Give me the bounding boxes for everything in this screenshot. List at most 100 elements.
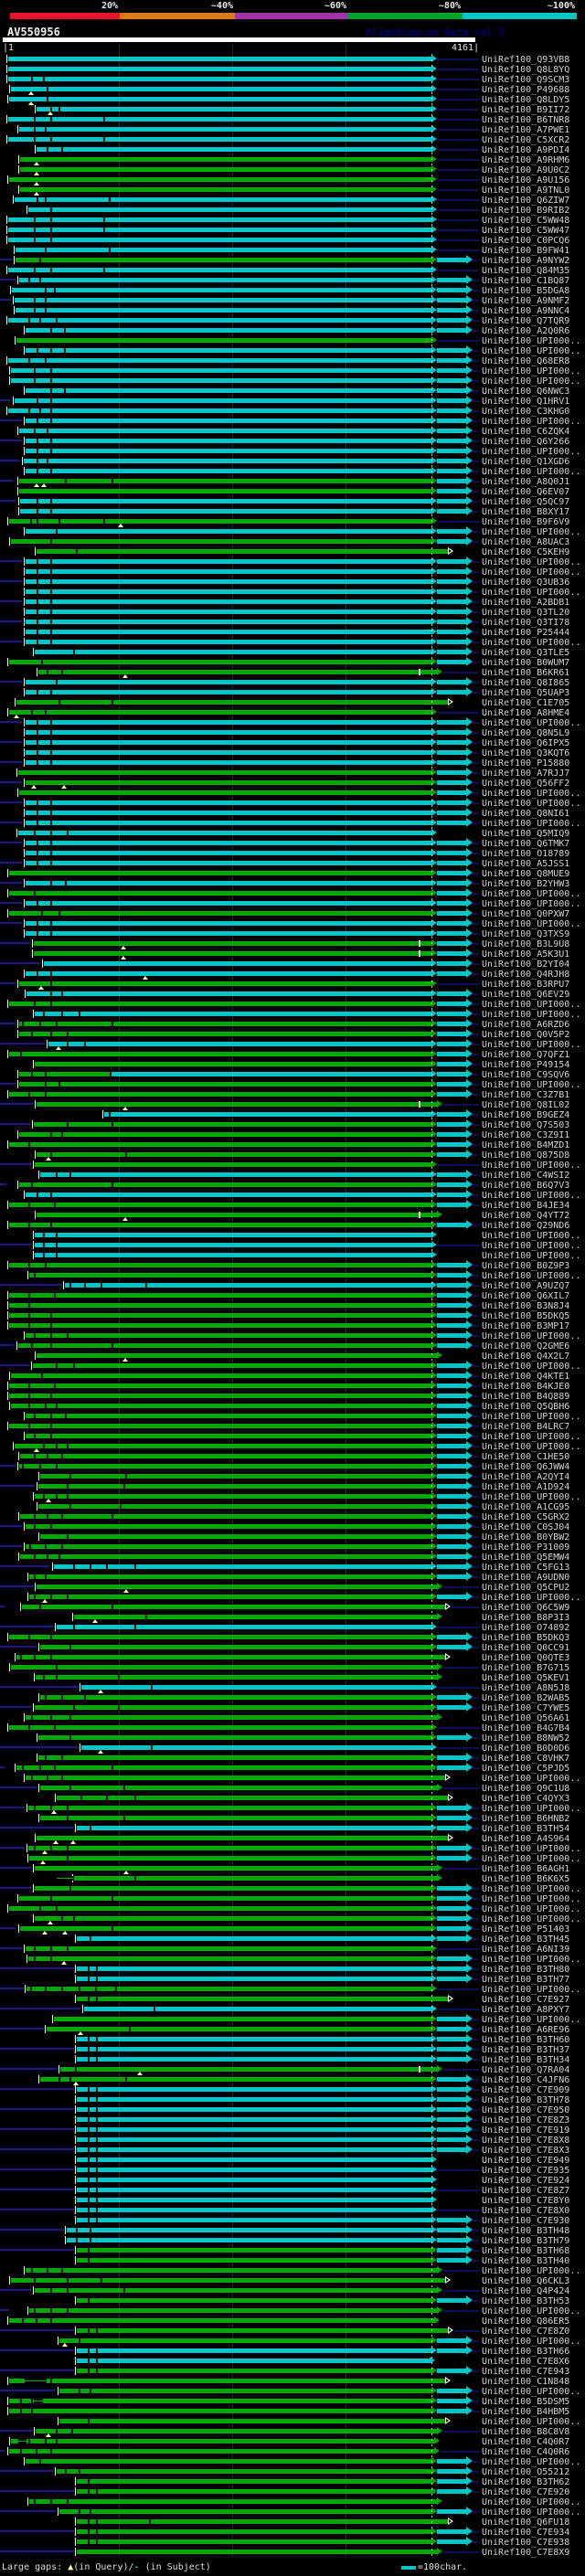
hit-bar[interactable] xyxy=(15,197,431,202)
hit-bar[interactable] xyxy=(37,1152,431,1157)
hit-bar[interactable] xyxy=(15,298,431,302)
hit-extension-bar[interactable] xyxy=(437,378,466,383)
hit-label[interactable]: UniRef100_B8XY17 xyxy=(482,507,570,517)
hit-bar[interactable] xyxy=(8,217,431,222)
hit-extension-bar[interactable] xyxy=(437,1534,466,1539)
hit-extension-bar[interactable] xyxy=(437,2399,466,2403)
hit-extension-bar[interactable] xyxy=(437,2147,466,2152)
hit-label[interactable]: UniRef100_UPI000.. xyxy=(482,1593,581,1603)
hit-bar[interactable] xyxy=(84,2007,431,2011)
hit-label[interactable]: UniRef100_UPI000.. xyxy=(482,567,581,578)
hit-extension-bar[interactable] xyxy=(437,499,466,504)
hit-extension-bar[interactable] xyxy=(437,368,466,373)
hit-label[interactable]: UniRef100_C5XCR2 xyxy=(482,135,570,145)
hit-bar[interactable] xyxy=(19,127,431,132)
hit-label[interactable]: UniRef100_C4Q0R6 xyxy=(482,2447,570,2457)
hit-extension-bar[interactable] xyxy=(437,1504,466,1509)
hit-bar[interactable] xyxy=(77,1826,431,1830)
hit-extension-bar[interactable] xyxy=(437,1203,466,1207)
hit-bar[interactable] xyxy=(35,1062,431,1066)
hit-bar[interactable] xyxy=(11,1404,431,1408)
hit-bar[interactable] xyxy=(18,831,431,835)
hit-bar[interactable] xyxy=(8,67,431,71)
hit-label[interactable]: UniRef100_Q1HRV1 xyxy=(482,397,570,407)
hit-label[interactable]: UniRef100_Q7S503 xyxy=(482,1120,570,1130)
hit-extension-bar[interactable] xyxy=(437,2248,466,2253)
hit-label[interactable]: UniRef100_B5DSM5 xyxy=(482,2397,570,2407)
hit-label[interactable]: UniRef100_Q8NI61 xyxy=(482,809,570,819)
hit-bar[interactable] xyxy=(26,630,431,634)
hit-label[interactable]: UniRef100_A8PXY7 xyxy=(482,2005,570,2015)
hit-label[interactable]: UniRef100_UPI000.. xyxy=(482,789,581,799)
hit-label[interactable]: UniRef100_C7E8X0 xyxy=(482,2206,570,2216)
hit-bar[interactable] xyxy=(26,579,431,584)
hit-label[interactable]: UniRef100_B0YBW2 xyxy=(482,1532,570,1542)
hit-label[interactable]: UniRef100_Q3TLE5 xyxy=(482,648,570,658)
hit-bar[interactable] xyxy=(9,519,431,524)
hit-extension-bar[interactable] xyxy=(437,1564,466,1569)
hit-label[interactable]: UniRef100_C7E930 xyxy=(482,2216,570,2226)
hit-bar[interactable] xyxy=(35,1243,431,1247)
hit-bar[interactable] xyxy=(26,821,431,825)
hit-extension-bar[interactable] xyxy=(437,941,466,946)
hit-label[interactable]: UniRef100_A6NI39 xyxy=(482,1945,570,1955)
hit-bar[interactable] xyxy=(77,2218,431,2222)
hit-bar[interactable] xyxy=(16,248,431,252)
hit-bar[interactable] xyxy=(77,2037,431,2041)
hit-bar[interactable] xyxy=(9,911,431,916)
hit-label[interactable]: UniRef100_B3TH78 xyxy=(482,2095,570,2105)
hit-label[interactable]: UniRef100_A6RE96 xyxy=(482,2025,570,2035)
hit-extension-bar[interactable] xyxy=(437,1112,466,1117)
hit-label[interactable]: UniRef100_UPI000.. xyxy=(482,376,581,387)
hit-bar[interactable] xyxy=(77,2168,431,2172)
hit-label[interactable]: UniRef100_UPI000.. xyxy=(482,1412,581,1422)
hit-extension-bar[interactable] xyxy=(437,1293,466,1298)
hit-extension-bar[interactable] xyxy=(437,579,466,584)
hit-bar[interactable] xyxy=(38,670,437,674)
hit-bar[interactable] xyxy=(48,1042,431,1046)
hit-label[interactable]: UniRef100_C1E705 xyxy=(482,698,570,708)
hit-bar[interactable] xyxy=(77,2549,437,2554)
hit-label[interactable]: UniRef100_Q6CKL3 xyxy=(482,2276,570,2286)
hit-label[interactable]: UniRef100_UPI000.. xyxy=(482,1884,581,1894)
hit-label[interactable]: UniRef100_B5DKQ3 xyxy=(482,1633,570,1643)
hit-bar[interactable] xyxy=(22,1605,445,1609)
hit-label[interactable]: UniRef100_C7E8Z0 xyxy=(482,2327,570,2337)
hit-label[interactable]: UniRef100_C7E8X9 xyxy=(482,2548,570,2558)
hit-label[interactable]: UniRef100_C8VHK7 xyxy=(482,1754,570,1764)
hit-bar[interactable] xyxy=(8,318,431,323)
hit-extension-bar[interactable] xyxy=(437,911,466,916)
hit-extension-bar[interactable] xyxy=(437,2017,466,2021)
hit-label[interactable]: UniRef100_B8C8V8 xyxy=(482,2427,570,2437)
hit-label[interactable]: UniRef100_B4MZD1 xyxy=(482,1140,570,1150)
hit-extension-bar[interactable] xyxy=(437,449,466,453)
hit-label[interactable]: UniRef100_B4Q889 xyxy=(482,1392,570,1402)
hit-bar[interactable] xyxy=(9,2318,434,2323)
hit-bar[interactable] xyxy=(60,2067,437,2072)
hit-label[interactable]: UniRef100_O18789 xyxy=(482,849,570,859)
hit-bar[interactable] xyxy=(9,2449,434,2454)
hit-bar[interactable] xyxy=(26,881,431,885)
hit-label[interactable]: UniRef100_C7E938 xyxy=(482,2538,570,2548)
hit-bar[interactable] xyxy=(19,790,431,795)
hit-bar[interactable] xyxy=(38,1484,431,1489)
hit-label[interactable]: UniRef100_P15880 xyxy=(482,758,570,769)
hit-bar[interactable] xyxy=(8,268,431,272)
hit-bar[interactable] xyxy=(57,1796,448,1800)
hit-label[interactable]: UniRef100_B4JE34 xyxy=(482,1201,570,1211)
hit-extension-bar[interactable] xyxy=(437,1514,466,1519)
hit-label[interactable]: UniRef100_Q4KTE1 xyxy=(482,1372,570,1382)
hit-label[interactable]: UniRef100_A1D924 xyxy=(482,1482,570,1492)
hit-extension-bar[interactable] xyxy=(437,1323,466,1328)
hit-label[interactable]: UniRef100_B3TH37 xyxy=(482,2045,570,2055)
hit-label[interactable]: UniRef100_UPI000.. xyxy=(482,1955,581,1965)
hit-label[interactable]: UniRef100_UPI000.. xyxy=(482,919,581,929)
hit-extension-bar[interactable] xyxy=(437,1383,466,1388)
hit-extension-bar[interactable] xyxy=(437,1846,466,1850)
hit-label[interactable]: UniRef100_P49154 xyxy=(482,1060,570,1070)
hit-bar[interactable] xyxy=(38,1504,431,1509)
hit-label[interactable]: UniRef100_A2QYI4 xyxy=(482,1472,570,1482)
hit-label[interactable]: UniRef100_C7E8X6 xyxy=(482,2357,570,2367)
hit-bar[interactable] xyxy=(9,1293,431,1298)
hit-bar[interactable] xyxy=(26,1333,431,1338)
